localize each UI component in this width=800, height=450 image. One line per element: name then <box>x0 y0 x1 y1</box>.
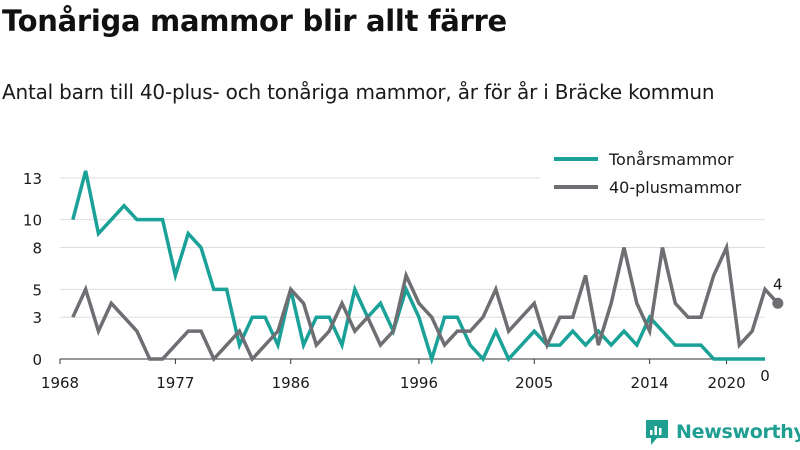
end-label: 0 <box>760 367 770 385</box>
chart-subtitle: Antal barn till 40-plus- och tonåriga ma… <box>2 80 715 104</box>
y-axis-ticks: 0 3 5 8 10 13 <box>23 170 42 369</box>
x-tick-label: 1968 <box>41 374 79 392</box>
y-tick-label: 13 <box>23 170 42 188</box>
series-line-0 <box>71 170 765 365</box>
x-tick-label: 2020 <box>707 374 745 392</box>
end-labels: 40 <box>760 275 784 385</box>
newsworthy-logo-text: Newsworthy <box>676 421 800 443</box>
series-lines <box>71 170 780 365</box>
legend-label: 40-plusmammor <box>609 178 742 197</box>
x-tick-label: 1986 <box>272 374 310 392</box>
y-tick-label: 0 <box>32 351 42 369</box>
newsworthy-logo: Newsworthy <box>644 418 800 446</box>
x-tick-label: 2005 <box>515 374 553 392</box>
y-tick-label: 8 <box>32 240 42 258</box>
y-tick-label: 5 <box>32 281 42 299</box>
newsworthy-logo-icon <box>646 420 668 445</box>
end-label: 4 <box>773 275 783 293</box>
x-tick-label: 1996 <box>400 374 438 392</box>
legend: Tonårsmammor 40-plusmammor <box>540 140 765 202</box>
x-axis-ticks: 1968 1977 1986 1996 2005 2014 2020 <box>41 359 746 392</box>
y-tick-label: 3 <box>32 309 42 327</box>
x-tick-label: 1977 <box>156 374 194 392</box>
chart-title: Tonåriga mammor blir allt färre <box>2 4 507 38</box>
series-line-1 <box>71 241 780 363</box>
legend-label: Tonårsmammor <box>608 150 734 169</box>
y-tick-label: 10 <box>23 212 42 230</box>
end-point-marker <box>772 297 784 309</box>
x-tick-label: 2014 <box>631 374 669 392</box>
legend-background <box>540 140 765 202</box>
